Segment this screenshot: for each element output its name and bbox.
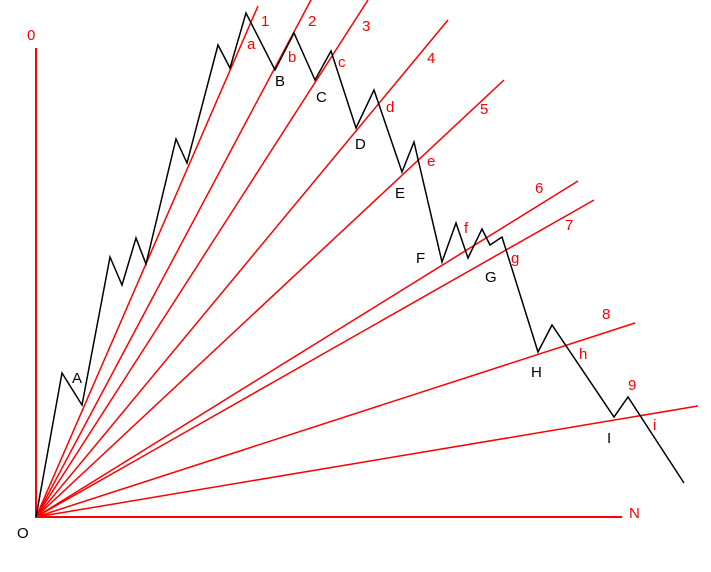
fan-point-d: d (386, 99, 394, 116)
x-axis-label: N (629, 505, 640, 522)
pivot-label-c: C (316, 89, 327, 106)
fan-point-g: g (511, 250, 519, 267)
fan-line-3 (35, 0, 369, 518)
fan-line-5 (35, 79, 505, 518)
fan-number-2: 2 (308, 13, 316, 30)
price-path (35, 10, 685, 518)
fan-number-8: 8 (602, 306, 610, 323)
fan-point-e: e (427, 153, 435, 170)
fan-number-4: 4 (427, 50, 435, 67)
pivot-label-b: B (275, 73, 285, 90)
fan-lines (35, 0, 699, 518)
fan-number-6: 6 (535, 180, 543, 197)
pivot-label-g: G (485, 269, 497, 286)
fan-number-5: 5 (480, 101, 488, 118)
pivot-label-a: A (72, 370, 82, 387)
fan-line-4 (35, 19, 449, 518)
fan-point-labels: a b c d e f g h i (247, 36, 656, 434)
fan-number-9: 9 (628, 377, 636, 394)
fan-point-i: i (653, 417, 656, 434)
fan-number-7: 7 (565, 217, 573, 234)
pivot-label-f: F (416, 250, 425, 267)
fan-point-c: c (338, 54, 346, 71)
fan-line-8 (35, 322, 636, 518)
fan-line-6 (35, 180, 579, 518)
fan-line-2 (35, 0, 312, 518)
fan-point-f: f (464, 220, 469, 237)
fan-point-a: a (247, 36, 256, 53)
pivot-labels: A B C D E F G H I (72, 73, 611, 447)
origin-label: O (17, 525, 29, 542)
fan-line-7 (35, 199, 595, 518)
pivot-label-h: H (531, 364, 542, 381)
pivot-label-e: E (395, 185, 405, 202)
fan-number-labels: 1 2 3 4 5 6 7 8 9 (261, 13, 636, 394)
pivot-label-i: I (607, 430, 611, 447)
fan-point-b: b (288, 49, 296, 66)
fan-point-h: h (579, 346, 587, 363)
y-axis-label: 0 (27, 27, 35, 44)
fan-number-3: 3 (362, 18, 370, 35)
fan-line-9 (35, 405, 699, 518)
fan-number-1: 1 (261, 13, 269, 30)
pivot-label-d: D (355, 136, 366, 153)
